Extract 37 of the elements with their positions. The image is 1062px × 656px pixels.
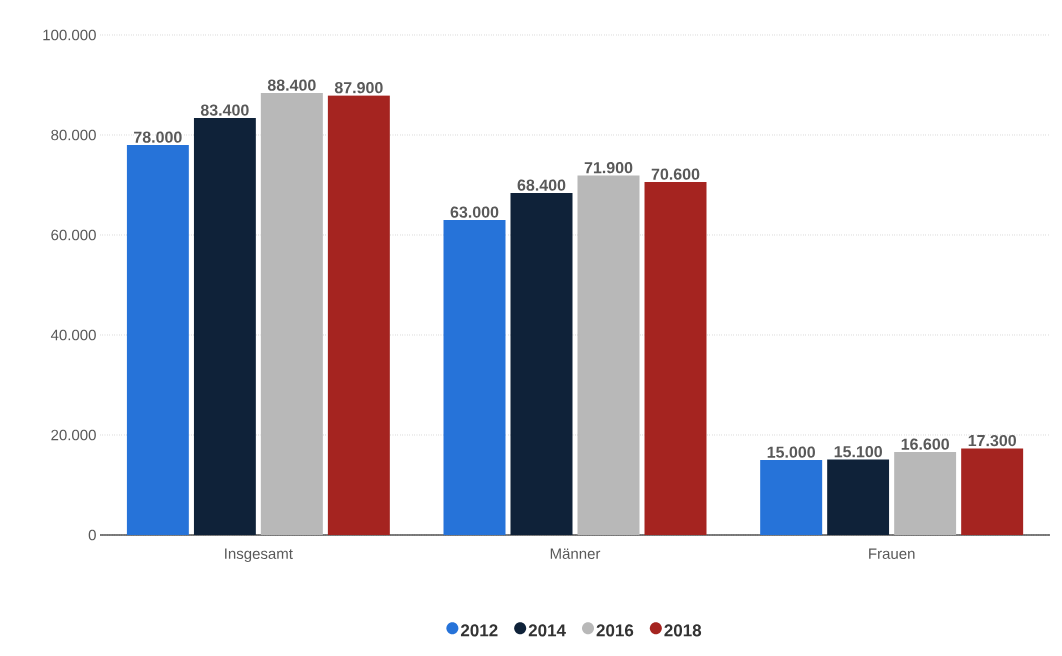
- bar: [760, 460, 823, 535]
- data-label: 88.400: [267, 79, 316, 91]
- bar: [577, 175, 640, 535]
- legend-label: 2012: [460, 624, 498, 637]
- data-label: 15.100: [834, 445, 882, 458]
- bar: [961, 448, 1024, 535]
- y-tick-label: 0: [88, 529, 96, 541]
- bar: [644, 182, 707, 535]
- x-tick-label: Frauen: [869, 548, 915, 559]
- y-tick-label: 40.000: [50, 329, 96, 341]
- y-tick-label: 80.000: [51, 129, 96, 141]
- data-label: 70.600: [651, 168, 700, 180]
- y-tick-label: 100.000: [43, 29, 96, 41]
- data-label: 16.600: [901, 438, 949, 450]
- x-tick-label: Insgesamt: [225, 548, 293, 562]
- bar: [327, 95, 390, 535]
- bar: [260, 93, 323, 535]
- data-label: 78.000: [134, 131, 182, 143]
- legend-label: 2018: [664, 624, 702, 637]
- bar: [894, 452, 957, 535]
- y-tick-label: 60.000: [51, 229, 96, 241]
- data-label: 68.400: [517, 179, 566, 191]
- data-label: 87.900: [334, 81, 383, 94]
- bar: [827, 459, 890, 535]
- legend-label: 2016: [596, 624, 634, 637]
- data-label: 83.400: [200, 104, 249, 116]
- x-tick-label: Männer: [550, 548, 601, 559]
- bar: [510, 193, 573, 535]
- data-label: 17.300: [968, 434, 1016, 447]
- bar: [443, 220, 506, 535]
- data-label: 15.000: [767, 446, 815, 458]
- data-label: 63.000: [450, 206, 499, 218]
- legend-label: 2014: [528, 624, 566, 637]
- bar: [193, 118, 256, 535]
- y-tick-label: 20.000: [51, 429, 96, 441]
- bar: [126, 144, 189, 535]
- data-label: 71.900: [584, 161, 633, 174]
